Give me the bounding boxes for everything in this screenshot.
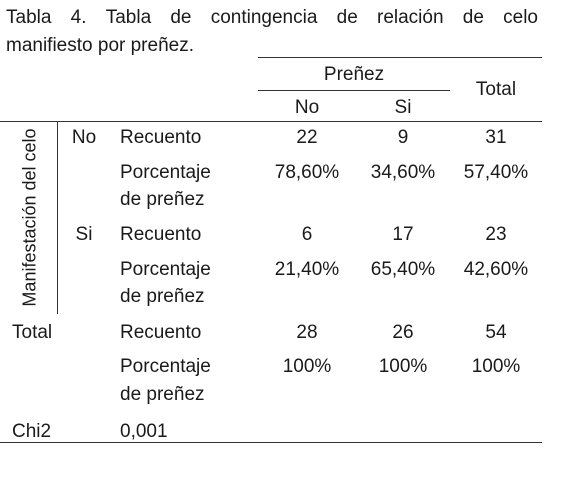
rule-top-columns bbox=[258, 57, 542, 58]
caption-word: Tabla bbox=[6, 7, 52, 28]
header-col-no: No bbox=[294, 97, 320, 118]
group-label-no: No bbox=[71, 127, 97, 148]
cell-si: 26 bbox=[392, 322, 414, 343]
rule-under-prenez bbox=[258, 90, 450, 91]
group-label-si: Si bbox=[75, 224, 93, 245]
chi2-label: Chi2 bbox=[12, 421, 52, 442]
row-measure-cont: de preñez bbox=[120, 189, 205, 210]
cell-no: 100% bbox=[282, 356, 332, 377]
caption-word: celo bbox=[503, 7, 538, 28]
row-axis-divider bbox=[57, 121, 58, 314]
row-measure-cont: de preñez bbox=[120, 384, 205, 405]
cell-no: 21,40% bbox=[274, 259, 340, 280]
rule-table-bottom bbox=[0, 442, 542, 443]
rule-header-bottom bbox=[0, 121, 542, 122]
table-caption: Tabla 4. Tabla de contingencia de relaci… bbox=[6, 4, 538, 60]
chi2-value: 0,001 bbox=[120, 421, 168, 442]
row-measure-cont: de preñez bbox=[120, 286, 205, 307]
cell-total: 57,40% bbox=[463, 162, 529, 183]
row-measure: Recuento bbox=[120, 224, 202, 245]
cell-no: 6 bbox=[301, 224, 313, 245]
cell-total: 31 bbox=[485, 127, 507, 148]
cell-si: 17 bbox=[392, 224, 414, 245]
total-label: Total bbox=[12, 322, 53, 343]
row-measure: Porcentaje bbox=[120, 162, 211, 183]
cell-no: 22 bbox=[296, 127, 318, 148]
caption-word: contingencia bbox=[210, 7, 318, 28]
caption-word: de bbox=[462, 7, 484, 28]
row-measure: Porcentaje bbox=[120, 259, 211, 280]
header-col-total: Total bbox=[475, 79, 517, 100]
caption-line-1: Tabla 4. Tabla de contingencia de relaci… bbox=[6, 4, 538, 32]
caption-word: de bbox=[170, 7, 192, 28]
cell-si: 9 bbox=[397, 127, 409, 148]
header-prenez: Preñez bbox=[323, 64, 385, 85]
cell-si: 65,40% bbox=[370, 259, 436, 280]
cell-no: 28 bbox=[296, 322, 318, 343]
header-col-si: Si bbox=[394, 97, 412, 118]
cell-si: 34,60% bbox=[370, 162, 436, 183]
row-measure: Recuento bbox=[120, 322, 202, 343]
cell-total: 54 bbox=[485, 322, 507, 343]
cell-no: 78,60% bbox=[274, 162, 340, 183]
row-measure: Porcentaje bbox=[120, 356, 211, 377]
caption-word: relación bbox=[377, 7, 444, 28]
caption-line-2: manifiesto por preñez. bbox=[6, 35, 194, 56]
caption-word: 4. bbox=[70, 7, 87, 28]
row-measure: Recuento bbox=[120, 127, 202, 148]
caption-word: de bbox=[336, 7, 358, 28]
cell-si: 100% bbox=[378, 356, 428, 377]
cell-total: 23 bbox=[485, 224, 507, 245]
cell-total: 100% bbox=[471, 356, 521, 377]
row-axis-label: Manifestación del celo bbox=[19, 128, 40, 307]
cell-total: 42,60% bbox=[463, 259, 529, 280]
caption-word: Tabla bbox=[105, 7, 152, 28]
